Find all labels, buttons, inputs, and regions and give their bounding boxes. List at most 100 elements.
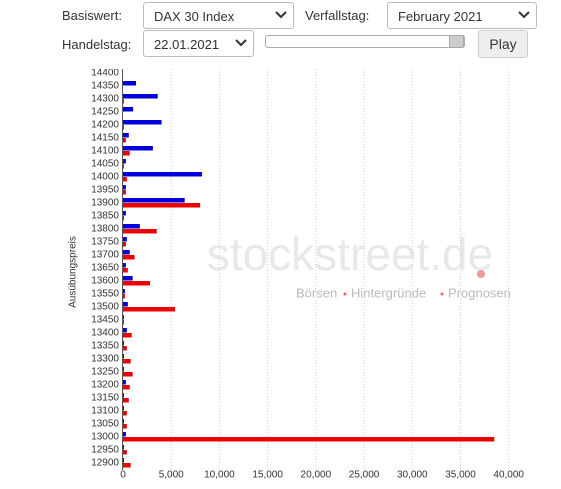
bar: [123, 164, 124, 169]
bar: [123, 216, 124, 221]
bar: [123, 424, 127, 429]
bar: [123, 463, 131, 468]
bar: [123, 263, 126, 268]
select[interactable]: DAX 30 Index: [143, 2, 294, 29]
bar: [123, 224, 140, 229]
bar: [123, 346, 127, 351]
bar: [123, 138, 126, 143]
bar: [123, 159, 126, 164]
y-tick-label: 14000: [91, 172, 119, 183]
bar: [123, 289, 125, 294]
bar: [123, 419, 124, 424]
x-tick-label: 40,000: [493, 470, 524, 481]
y-axis-title: Ausübungspreis: [68, 236, 79, 308]
x-tick-label: 5,000: [159, 470, 184, 481]
bar: [123, 315, 124, 320]
slider[interactable]: [265, 35, 465, 48]
bar: [123, 359, 131, 364]
y-tick-label: 13450: [91, 315, 119, 326]
label: Handelstag:: [62, 37, 132, 52]
bar: [123, 185, 126, 190]
watermark-title: stockstreet.de: [207, 228, 493, 280]
bar: [123, 125, 124, 130]
bar: [123, 294, 125, 299]
y-tick-label: 13650: [91, 263, 119, 274]
bar: [123, 307, 176, 312]
bar: [123, 146, 153, 151]
y-tick-label: 14400: [91, 68, 119, 79]
bar: [123, 385, 130, 390]
plot: 14400 14350 14300 14250 14200 14150 14100 14050…: [91, 68, 510, 482]
bar: [123, 211, 126, 216]
bar: [123, 177, 127, 182]
y-tick-label: 14350: [91, 81, 119, 92]
y-tick-label: 13100: [91, 406, 119, 417]
play-button[interactable]: Play: [478, 30, 528, 58]
bar: [123, 99, 124, 104]
bar: [123, 445, 124, 450]
bar: [123, 276, 133, 281]
y-tick-label: 13600: [91, 276, 119, 287]
watermark-tagline: Börsen: [296, 285, 337, 300]
select-value: February 2021: [398, 9, 483, 24]
bar: [123, 406, 124, 411]
y-tick-label: 13950: [91, 185, 119, 196]
bar: [123, 302, 128, 307]
y-tick-label: 13750: [91, 237, 119, 248]
y-tick-label: 12900: [91, 458, 119, 469]
slider-thumb[interactable]: [449, 35, 464, 48]
bar: [123, 450, 127, 455]
x-tick-label: 15,000: [252, 470, 283, 481]
y-tick-label: 13500: [91, 302, 119, 313]
bar: [123, 333, 132, 338]
bar: [123, 354, 124, 359]
watermark-tagline: Prognosen: [448, 285, 511, 300]
x-tick-label: 10,000: [204, 470, 235, 481]
bar: [123, 328, 127, 333]
bar: [123, 320, 124, 325]
y-tick-label: 13800: [91, 224, 119, 235]
bar: [123, 94, 158, 99]
x-tick-label: 0: [120, 470, 126, 481]
bar: [123, 237, 127, 242]
y-tick-label: 13550: [91, 289, 119, 300]
bar: [123, 458, 124, 463]
y-tick-label: 13150: [91, 393, 119, 404]
bar: [123, 437, 495, 442]
x-tick-label: 25,000: [349, 470, 380, 481]
bar: [123, 398, 129, 403]
bar: [123, 255, 135, 260]
y-tick-label: 13000: [91, 432, 119, 443]
bar: [123, 372, 133, 377]
y-tick-label: 12850: [91, 471, 119, 482]
bar: [123, 393, 124, 398]
bar: [123, 203, 201, 208]
watermark-bullet: [440, 292, 444, 296]
bar: [123, 250, 130, 255]
caret: [275, 11, 287, 19]
caret: [518, 11, 530, 19]
y-tick-label: 13900: [91, 198, 119, 209]
bar: [123, 107, 134, 112]
bar: [123, 367, 124, 372]
select[interactable]: 22.01.2021: [143, 30, 254, 57]
select[interactable]: February 2021: [387, 2, 537, 29]
y-tick-label: 13400: [91, 328, 119, 339]
y-tick-label: 13350: [91, 341, 119, 352]
bar: [123, 432, 126, 437]
caret: [235, 39, 247, 47]
x-tick-label: 20,000: [301, 470, 332, 481]
bar: [123, 81, 137, 86]
bar: [123, 229, 157, 234]
select-value: 22.01.2021: [154, 37, 220, 52]
bar: [123, 198, 185, 203]
y-tick-label: 13300: [91, 354, 119, 365]
y-tick-label: 13250: [91, 367, 119, 378]
x-tick-label: 30,000: [397, 470, 428, 481]
y-tick-label: 14300: [91, 94, 119, 105]
bar: [123, 281, 150, 286]
watermark-dot: [477, 270, 485, 278]
bar: [123, 268, 128, 273]
